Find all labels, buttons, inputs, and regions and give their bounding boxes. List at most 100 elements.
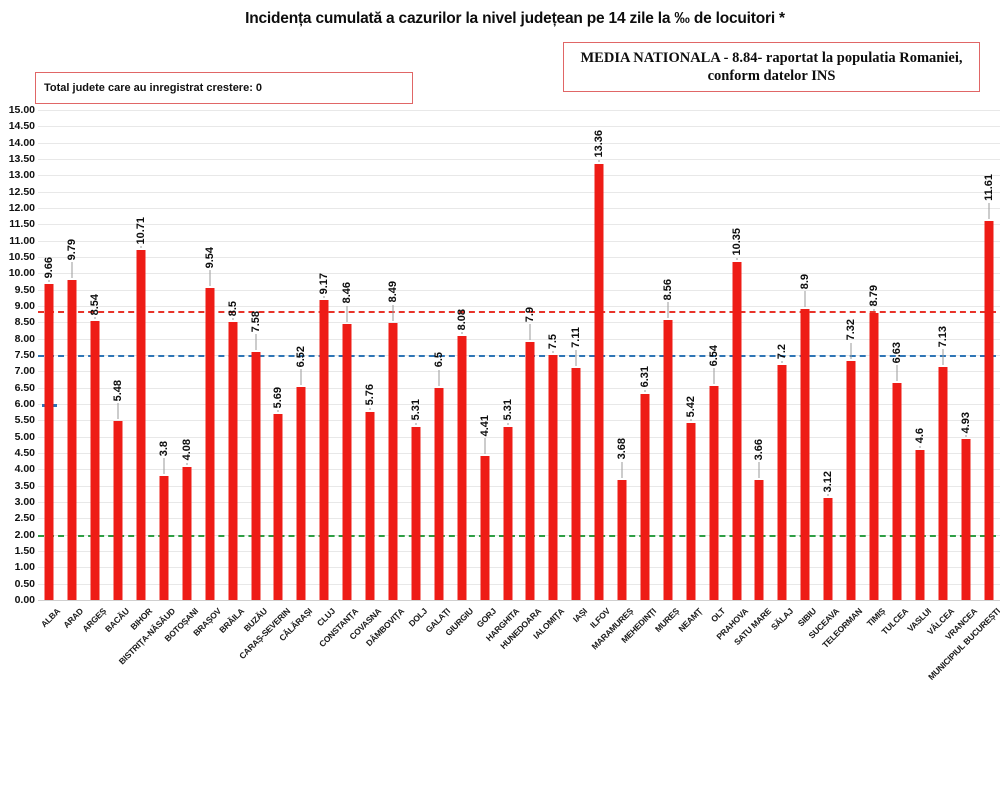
bar[interactable] <box>594 163 604 600</box>
bar-item[interactable]: 3.12 <box>817 110 840 600</box>
bar[interactable] <box>434 387 444 600</box>
bar-item[interactable]: 8.54 <box>84 110 107 600</box>
bar-item[interactable]: 6.31 <box>634 110 657 600</box>
bar[interactable] <box>205 288 215 600</box>
bar-item[interactable]: 5.31 <box>404 110 427 600</box>
bar-item[interactable]: 13.36 <box>588 110 611 600</box>
bar[interactable] <box>640 393 650 600</box>
bar-item[interactable]: 6.54 <box>702 110 725 600</box>
bar[interactable] <box>732 261 742 600</box>
bar[interactable] <box>457 336 467 600</box>
bar-item[interactable]: 10.71 <box>130 110 153 600</box>
bar[interactable] <box>686 422 696 600</box>
bar-item[interactable]: 8.79 <box>863 110 886 600</box>
bar[interactable] <box>846 360 856 600</box>
bar-value-label: 6.52 <box>295 345 308 368</box>
bar-item[interactable]: 5.31 <box>496 110 519 600</box>
bar-item[interactable]: 3.68 <box>611 110 634 600</box>
bar[interactable] <box>800 309 810 600</box>
bar-item[interactable]: 9.54 <box>198 110 221 600</box>
bar[interactable] <box>777 364 787 600</box>
bar[interactable] <box>296 387 306 600</box>
bar-item[interactable]: 4.41 <box>473 110 496 600</box>
bar[interactable] <box>709 386 719 600</box>
bar[interactable] <box>938 367 948 600</box>
bar[interactable] <box>319 300 329 600</box>
bar[interactable] <box>915 449 925 600</box>
bar-item[interactable]: 7.58 <box>244 110 267 600</box>
bar-item[interactable]: 5.76 <box>359 110 382 600</box>
bar-item[interactable]: 6.5 <box>427 110 450 600</box>
y-axis-tick-label: 6.50 <box>14 381 35 394</box>
bar-item[interactable]: 7.11 <box>565 110 588 600</box>
page-title: Incidența cumulată a cazurilor la nivel … <box>245 10 785 27</box>
bar-item[interactable]: 10.35 <box>725 110 748 600</box>
bar-item[interactable]: 5.42 <box>679 110 702 600</box>
label-leader-line <box>71 262 73 279</box>
gridline <box>38 257 1000 258</box>
label-leader-line <box>255 334 257 351</box>
bar[interactable] <box>617 479 627 600</box>
bar[interactable] <box>388 322 398 600</box>
label-leader-line <box>988 202 990 219</box>
bar[interactable] <box>571 367 581 600</box>
bar-item[interactable]: 6.52 <box>290 110 313 600</box>
label-leader-line <box>392 304 394 321</box>
bar[interactable] <box>182 466 192 600</box>
bar[interactable] <box>663 320 673 600</box>
bar[interactable] <box>342 323 352 600</box>
y-axis-tick-label: 2.50 <box>14 512 35 525</box>
bar[interactable] <box>90 321 100 600</box>
bar-item[interactable]: 3.8 <box>153 110 176 600</box>
bar-item[interactable]: 5.69 <box>267 110 290 600</box>
bar[interactable] <box>136 250 146 600</box>
bar-item[interactable]: 7.9 <box>519 110 542 600</box>
bar[interactable] <box>525 341 535 600</box>
bar-item[interactable]: 6.63 <box>885 110 908 600</box>
bar-value-label: 3.12 <box>822 470 835 493</box>
bar-item[interactable]: 8.56 <box>656 110 679 600</box>
y-axis-tick-label: 1.50 <box>14 545 35 557</box>
y-axis-tick-label: 13.50 <box>8 153 35 165</box>
bar-item[interactable]: 4.6 <box>908 110 931 600</box>
bar-item[interactable]: 9.79 <box>61 110 84 600</box>
bar-item[interactable]: 5.48 <box>107 110 130 600</box>
bar-item[interactable]: 8.46 <box>336 110 359 600</box>
bar-item[interactable]: 7.2 <box>771 110 794 600</box>
bar-item[interactable]: 7.32 <box>840 110 863 600</box>
bar[interactable] <box>961 438 971 600</box>
bar[interactable] <box>159 475 169 600</box>
bar-item[interactable]: 4.93 <box>954 110 977 600</box>
bar[interactable] <box>754 480 764 600</box>
bar-item[interactable]: 8.08 <box>450 110 473 600</box>
bar-item[interactable]: 3.66 <box>748 110 771 600</box>
bar[interactable] <box>67 280 77 600</box>
bar-item[interactable]: 7.5 <box>542 110 565 600</box>
bar-item[interactable]: 8.49 <box>382 110 405 600</box>
bar[interactable] <box>273 414 283 600</box>
bar[interactable] <box>823 498 833 600</box>
bar[interactable] <box>365 411 375 600</box>
bar[interactable] <box>113 421 123 600</box>
bar-item[interactable]: 9.17 <box>313 110 336 600</box>
bar[interactable] <box>480 455 490 600</box>
bar[interactable] <box>892 383 902 600</box>
bar-item[interactable]: 7.13 <box>931 110 954 600</box>
bar[interactable] <box>228 322 238 600</box>
bar-item[interactable]: 4.08 <box>175 110 198 600</box>
bar[interactable] <box>869 312 879 600</box>
bar[interactable] <box>548 355 558 600</box>
bar-item[interactable]: 9.66 <box>38 110 61 600</box>
bar[interactable] <box>503 426 513 600</box>
bar[interactable] <box>251 352 261 600</box>
bar-item[interactable]: 8.5 <box>221 110 244 600</box>
label-leader-line <box>209 270 211 287</box>
bar[interactable] <box>44 284 54 600</box>
bar-value-label: 8.54 <box>89 293 102 316</box>
growth-counties-note-text: Total judete care au inregistrat crester… <box>44 82 263 94</box>
bar[interactable] <box>411 426 421 600</box>
bar-item[interactable]: 8.9 <box>794 110 817 600</box>
bar-item[interactable]: 11.61 <box>977 110 1000 600</box>
gridline <box>38 338 1000 340</box>
bar[interactable] <box>984 220 994 600</box>
